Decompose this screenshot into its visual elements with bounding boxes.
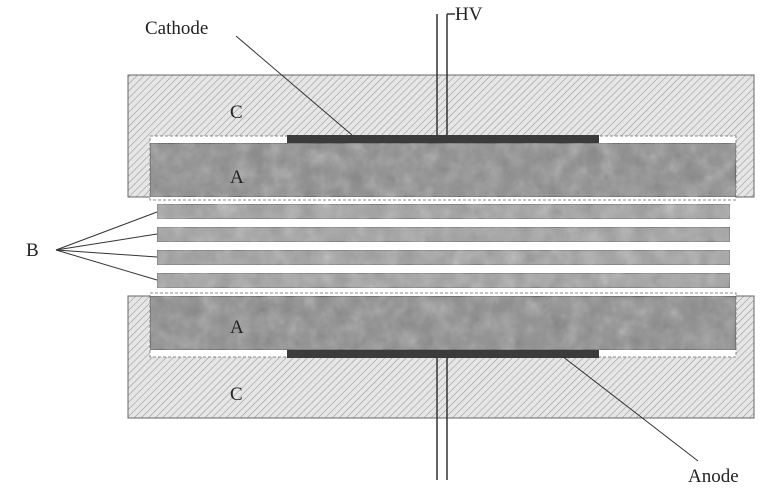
separator-layer bbox=[156, 249, 731, 266]
label-hv: HV bbox=[455, 4, 483, 25]
anode-leader-line bbox=[561, 355, 699, 462]
b-leader-line bbox=[55, 233, 158, 251]
plate-a-top bbox=[149, 142, 737, 198]
anode-electrode bbox=[287, 350, 599, 358]
plate-a-bottom bbox=[149, 295, 737, 351]
label-c-top: C bbox=[230, 102, 243, 123]
separator-layer bbox=[156, 226, 731, 243]
b-leader-line bbox=[55, 249, 158, 258]
cathode-leader-line bbox=[235, 35, 353, 136]
b-leader-line bbox=[55, 249, 158, 281]
b-leader-line bbox=[55, 211, 158, 251]
label-cathode: Cathode bbox=[145, 18, 208, 39]
label-c-bottom: C bbox=[230, 384, 243, 405]
cathode-electrode bbox=[287, 135, 599, 143]
separator-layer bbox=[156, 272, 731, 289]
label-b: B bbox=[26, 240, 39, 261]
label-anode: Anode bbox=[688, 466, 739, 487]
label-a-bottom: A bbox=[230, 317, 244, 338]
label-a-top: A bbox=[230, 167, 244, 188]
separator-layer bbox=[156, 203, 731, 220]
